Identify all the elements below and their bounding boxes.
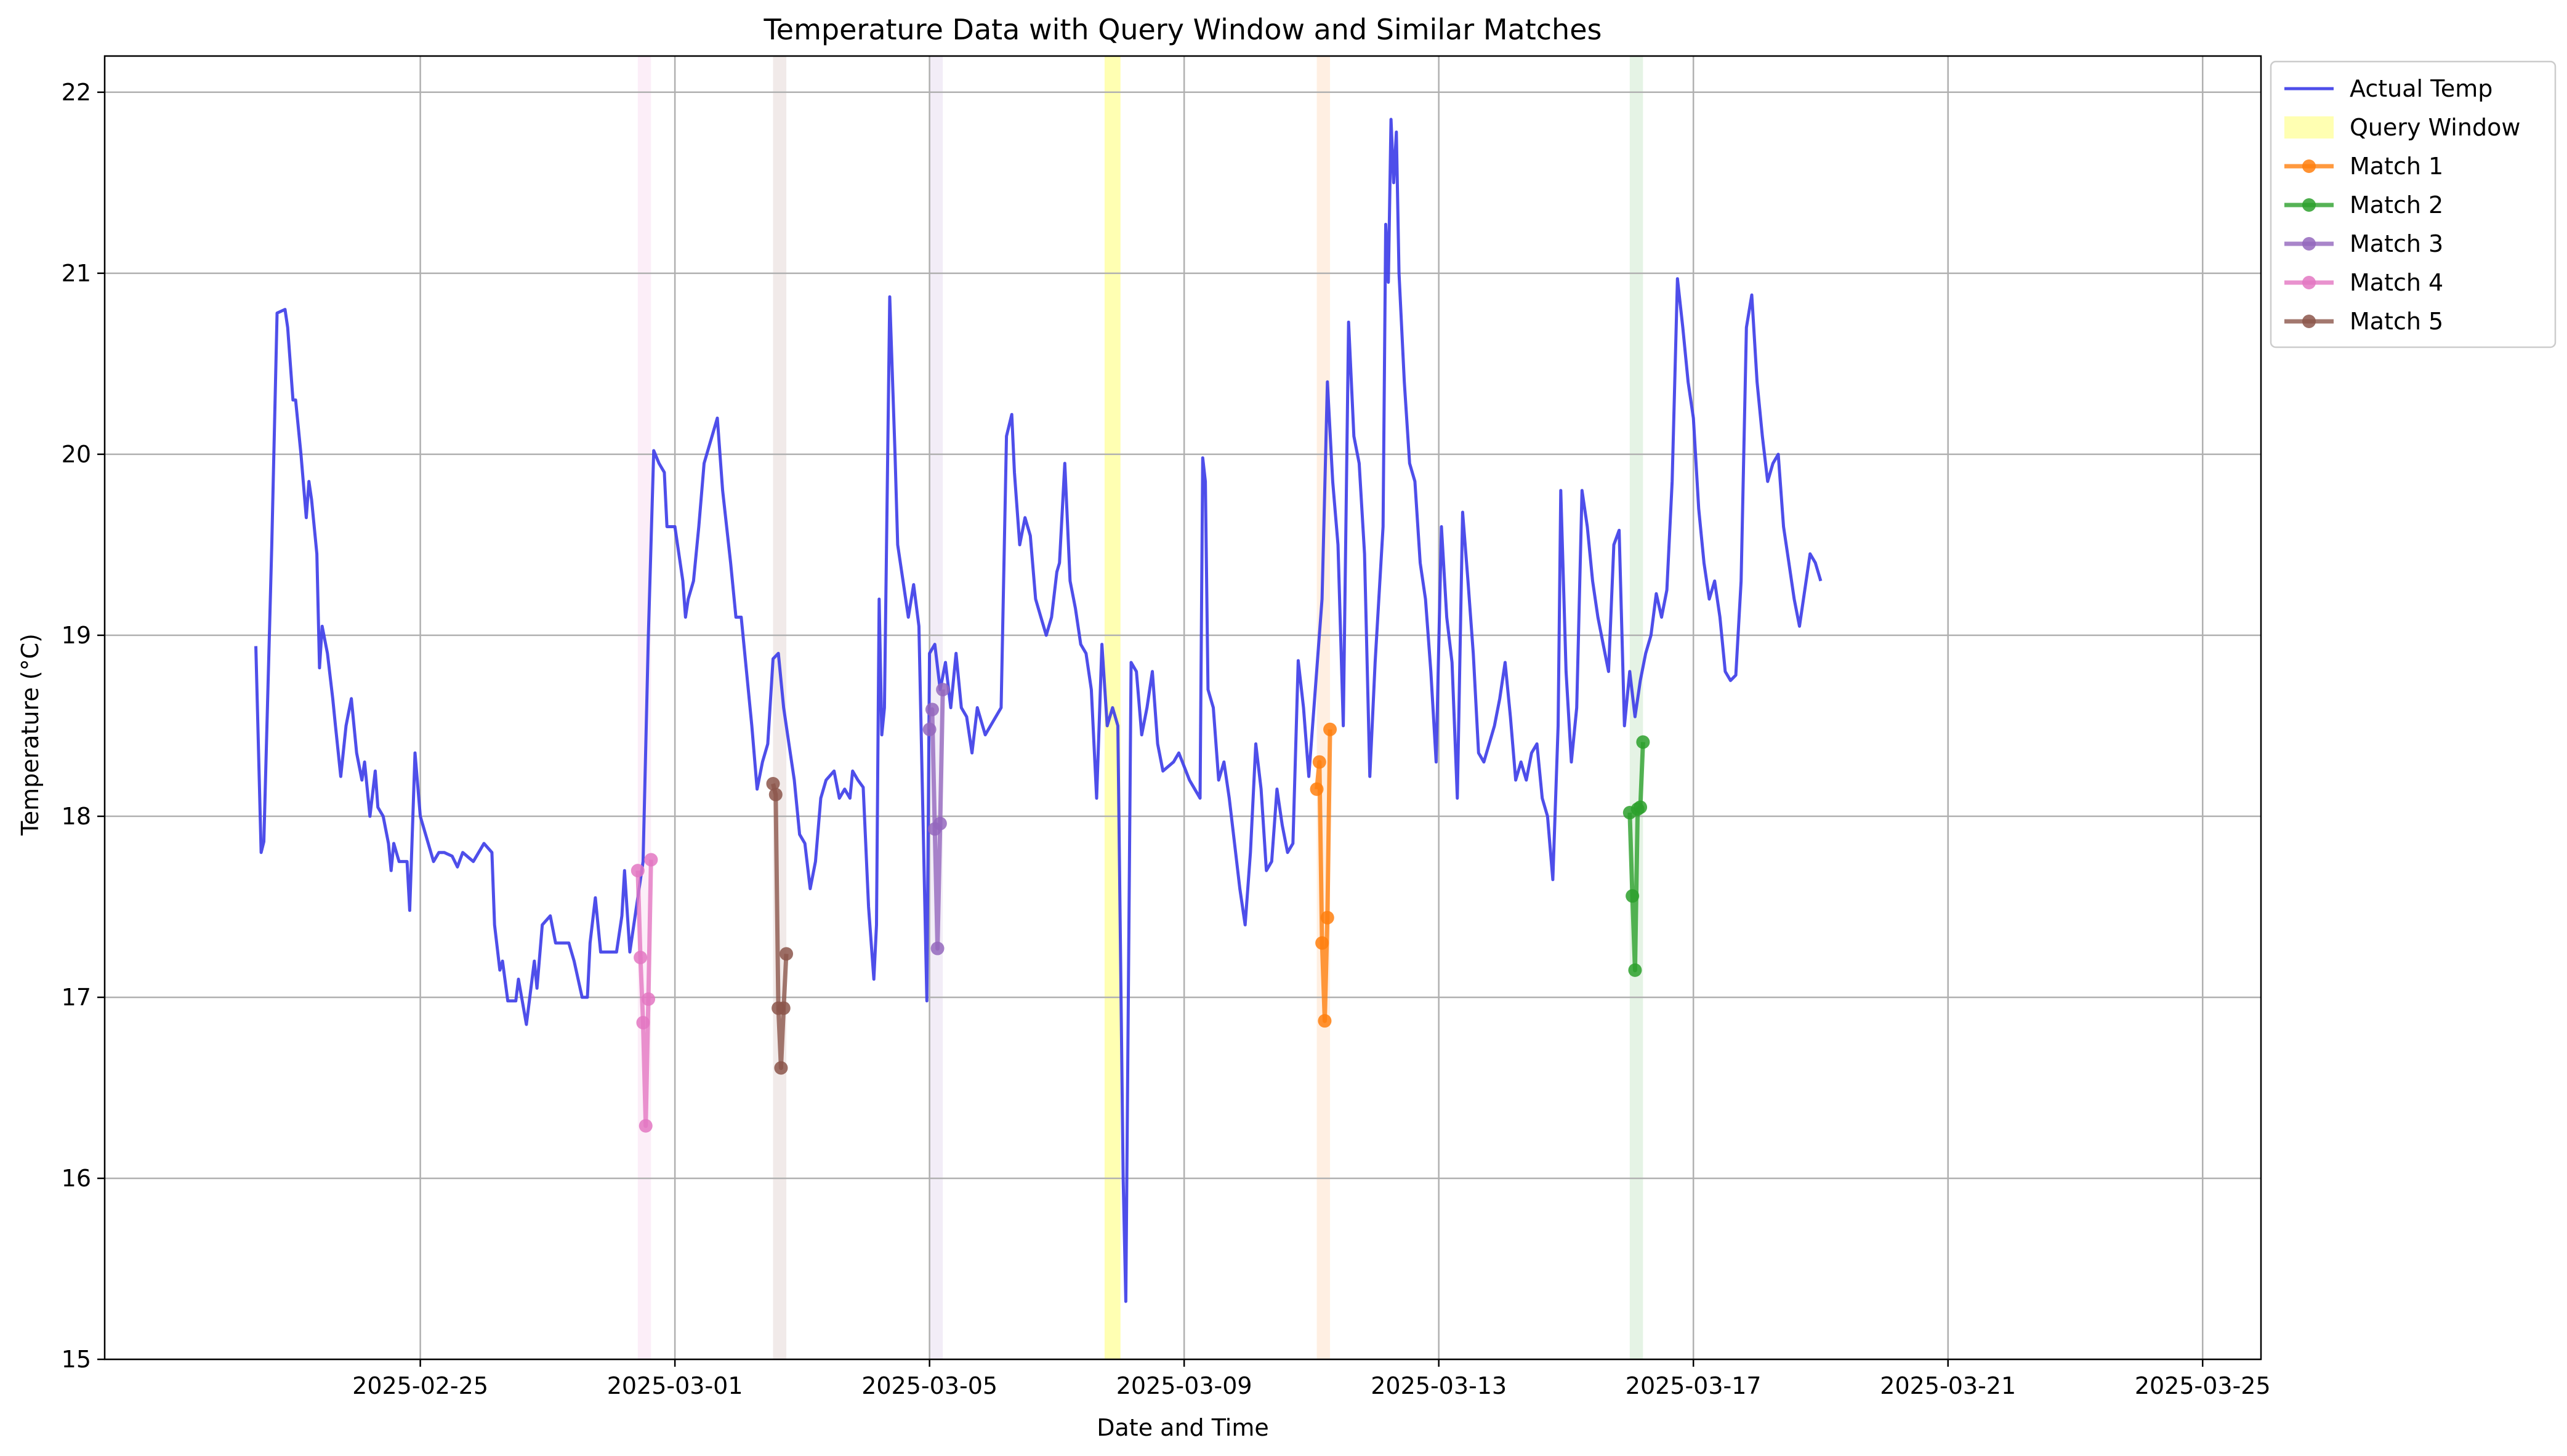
grid-lines bbox=[105, 56, 2261, 1361]
y-tick-label: 16 bbox=[62, 1165, 91, 1192]
actual-temp-line bbox=[254, 118, 1823, 1303]
match-3-point bbox=[930, 941, 945, 955]
match-2-point bbox=[1634, 800, 1648, 814]
chart-title: Temperature Data with Query Window and S… bbox=[764, 13, 1602, 46]
match-4-point bbox=[636, 1016, 650, 1030]
match-window-1 bbox=[1316, 56, 1331, 1359]
x-tick-label: 2025-03-17 bbox=[1626, 1372, 1762, 1399]
match-3-point bbox=[933, 816, 947, 831]
legend-marker-match-2 bbox=[2302, 198, 2316, 212]
match-4-point bbox=[642, 992, 656, 1006]
match-5-point bbox=[776, 1001, 791, 1015]
match-2-line bbox=[1627, 742, 1645, 973]
legend-box bbox=[2270, 60, 2557, 348]
y-tick-label: 17 bbox=[62, 984, 91, 1011]
match-2-point bbox=[1626, 889, 1640, 903]
y-tick-label: 18 bbox=[62, 803, 91, 830]
axes-frame bbox=[103, 55, 2262, 1361]
legend-label-query-window: Query Window bbox=[2350, 114, 2520, 141]
match-5-point bbox=[768, 787, 783, 802]
match-3-point bbox=[922, 722, 937, 736]
match-window-4 bbox=[637, 56, 651, 1359]
x-tick-label: 2025-02-25 bbox=[352, 1372, 488, 1399]
x-tick-label: 2025-03-09 bbox=[1116, 1372, 1252, 1399]
match-4-point bbox=[631, 864, 645, 878]
match-4-line bbox=[635, 859, 653, 1128]
match-1-point bbox=[1312, 755, 1326, 769]
legend-label-match-5: Match 5 bbox=[2350, 308, 2443, 335]
match-5-point bbox=[780, 947, 794, 961]
legend-swatch-query-window bbox=[2284, 116, 2334, 139]
match-1-point bbox=[1310, 782, 1324, 796]
y-tick-label: 22 bbox=[62, 79, 91, 106]
x-tick-label: 2025-03-05 bbox=[861, 1372, 997, 1399]
x-axis-title: Date and Time bbox=[1097, 1414, 1268, 1441]
legend-marker-match-1 bbox=[2302, 159, 2316, 173]
y-tick-label: 15 bbox=[62, 1346, 91, 1373]
x-tick-label: 2025-03-25 bbox=[2135, 1372, 2271, 1399]
match-2-point bbox=[1628, 963, 1642, 977]
legend-label-match-2: Match 2 bbox=[2350, 191, 2443, 219]
match-1-point bbox=[1323, 722, 1337, 736]
match-1-point bbox=[1315, 936, 1329, 950]
legend-label-match-4: Match 4 bbox=[2350, 269, 2443, 296]
legend-label-actual-temp: Actual Temp bbox=[2350, 75, 2492, 102]
y-tick-label: 21 bbox=[62, 260, 91, 287]
match-4-point bbox=[644, 853, 658, 867]
match-1-point bbox=[1320, 911, 1334, 925]
match-3-point bbox=[936, 683, 950, 697]
legend-marker-match-4 bbox=[2302, 276, 2316, 289]
match-3-point bbox=[925, 702, 939, 717]
legend: Actual Temp Query Window Match 1 Match 2 Mat… bbox=[2270, 60, 2557, 348]
series-lines bbox=[254, 118, 1823, 1303]
legend-marker-match-3 bbox=[2302, 237, 2316, 251]
y-tick-label: 19 bbox=[62, 622, 91, 649]
plot-frame bbox=[103, 55, 2262, 1361]
axis-ticks: 2025-02-25 2025-03-01 2025-03-05 2025-03-09… bbox=[62, 79, 2271, 1399]
legend-label-match-3: Match 3 bbox=[2350, 230, 2443, 257]
legend-label-match-1: Match 1 bbox=[2350, 153, 2443, 180]
match-2-point bbox=[1636, 735, 1650, 749]
x-tick-label: 2025-03-01 bbox=[607, 1372, 743, 1399]
match-5-point bbox=[766, 776, 780, 790]
x-tick-label: 2025-03-21 bbox=[1880, 1372, 2016, 1399]
match-1-point bbox=[1318, 1014, 1332, 1028]
y-tick-label: 20 bbox=[62, 441, 91, 468]
match-4-point bbox=[639, 1119, 653, 1133]
match-5-point bbox=[774, 1061, 788, 1075]
x-tick-label: 2025-03-13 bbox=[1371, 1372, 1507, 1399]
match-4-point bbox=[634, 951, 648, 965]
legend-marker-match-5 bbox=[2302, 315, 2316, 328]
y-axis-title: Temperature (°C) bbox=[17, 633, 44, 836]
